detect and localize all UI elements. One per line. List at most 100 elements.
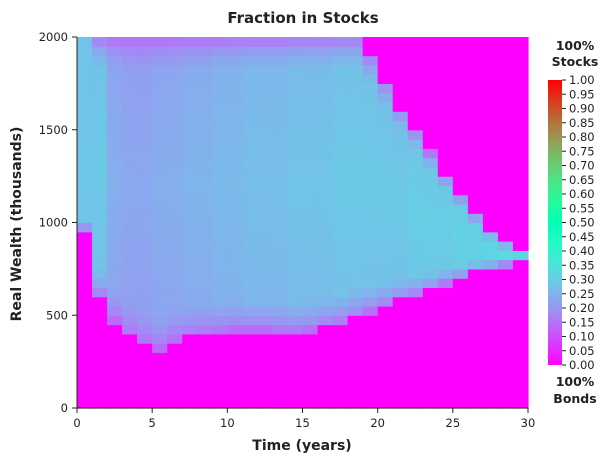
heatmap-cell [257,55,274,66]
colorbar-tick-label: 0.45 [569,230,595,244]
heatmap-cell [77,194,93,205]
heatmap-cell [152,101,168,112]
heatmap-cell [467,213,484,224]
heatmap-cell [332,389,349,400]
heatmap-cell [122,222,138,233]
heatmap-cell [452,111,469,122]
heatmap-cell [482,148,499,159]
heatmap-cell [407,324,424,335]
heatmap-cell [317,296,334,307]
heatmap-cell [467,389,484,400]
heatmap-cell [272,278,289,289]
heatmap-cell [467,231,484,242]
heatmap-cell [467,166,484,177]
heatmap-cell [152,64,168,75]
heatmap-cell [242,55,258,66]
heatmap-cell [362,74,379,84]
heatmap-cell [212,46,228,57]
heatmap-cell [182,148,198,159]
heatmap-cell [497,305,514,316]
heatmap-cell [272,83,289,94]
heatmap-cell [467,222,484,233]
heatmap-cell [362,315,379,326]
heatmap-cell [452,278,469,289]
heatmap-cell [77,92,93,103]
heatmap-cell [452,148,469,159]
heatmap-cell [317,92,334,103]
heatmap-cell [122,64,138,75]
heatmap-cell [92,370,108,381]
heatmap-cell [182,231,198,242]
heatmap-cell [392,55,409,66]
heatmap-cell [362,343,379,353]
heatmap-cell [137,157,153,168]
heatmap-cell [377,333,394,344]
heatmap-cell [392,46,409,57]
heatmap-cell [92,203,108,214]
heatmap-cell [167,222,183,233]
heatmap-cell [152,259,168,270]
colorbar-tick-label: 0.70 [569,159,595,173]
heatmap-cell [332,296,349,307]
heatmap-cell [257,324,274,335]
heatmap-cell [287,148,304,159]
heatmap-cell [377,343,394,353]
heatmap-cell [152,296,168,307]
heatmap-cell [272,361,289,372]
heatmap-cell [242,361,258,372]
heatmap-cell [362,194,379,205]
heatmap-cell [77,74,93,84]
heatmap-cell [77,241,93,251]
heatmap-cell [422,315,439,326]
heatmap-cell [197,278,213,289]
heatmap-cell [92,305,108,316]
heatmap-cell [392,64,409,75]
heatmap-cell [482,46,499,57]
heatmap-cell [92,259,108,270]
heatmap-cell [167,64,183,75]
heatmap-cell [287,92,304,103]
heatmap-cell [152,370,168,381]
heatmap-cell [332,46,349,57]
heatmap-cell [92,176,108,187]
heatmap-cell [212,185,228,196]
heatmap-cell [212,213,228,224]
heatmap-cell [362,203,379,214]
heatmap-cell [497,176,514,187]
heatmap-cell [197,333,213,344]
heatmap-cell [182,111,198,122]
heatmap-cell [212,166,228,177]
heatmap-cell [377,259,394,270]
heatmap-cell [272,37,289,47]
heatmap-cell [437,268,454,279]
heatmap-cell [137,343,153,353]
heatmap-cell [437,157,454,168]
heatmap-cell [377,370,394,381]
heatmap-cell [242,92,258,103]
heatmap-cell [497,361,514,372]
heatmap-cell [167,83,183,94]
heatmap-cell [167,398,183,409]
heatmap-cell [107,92,123,103]
heatmap-cell [92,74,108,84]
heatmap-cell [137,315,153,326]
heatmap-cell [227,185,243,196]
heatmap-cell [302,278,319,289]
heatmap-cell [167,157,183,168]
heatmap-cell [242,389,258,400]
colorbar-tick-label: 0.65 [569,173,595,187]
heatmap-cell [122,92,138,103]
heatmap-cell [422,250,439,261]
heatmap-cell [107,194,123,205]
heatmap-cell [452,120,469,131]
heatmap-cell [77,203,93,214]
heatmap-cell [512,352,529,363]
heatmap-cell [317,231,334,242]
heatmap-cell [332,259,349,270]
heatmap-cell [107,64,123,75]
heatmap-cell [107,296,123,307]
heatmap-cell [467,129,484,140]
heatmap-cell [167,315,183,326]
heatmap-cell [317,64,334,75]
heatmap-cell [392,176,409,187]
